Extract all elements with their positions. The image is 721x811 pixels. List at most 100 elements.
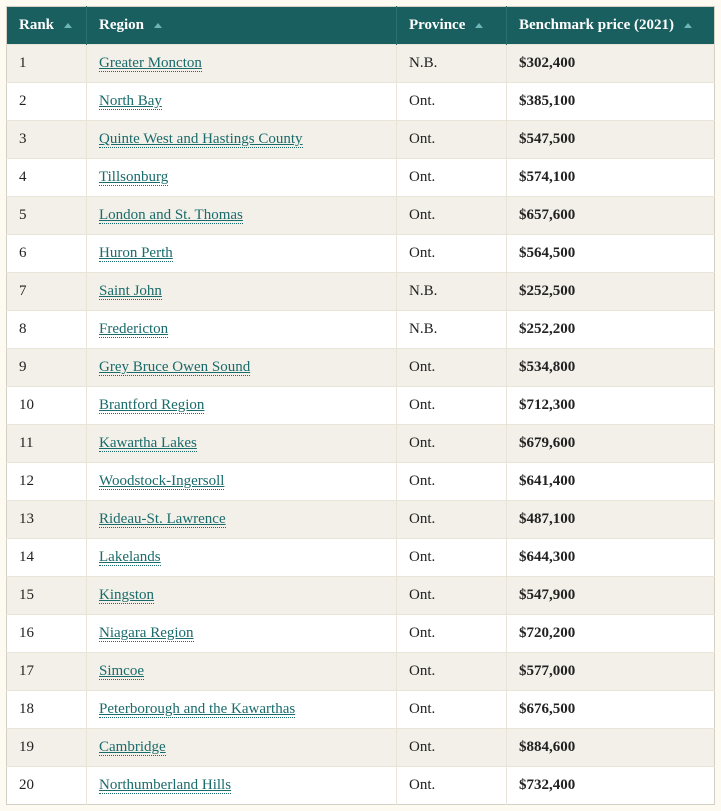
cell-region: Lakelands — [87, 539, 397, 577]
table-row: 5London and St. ThomasOnt.$657,600 — [7, 197, 715, 235]
table-row: 10 Brantford Region Ont.$712,300 — [7, 387, 715, 425]
cell-region: Brantford Region — [87, 387, 397, 425]
region-link[interactable]: London and St. Thomas — [99, 207, 243, 224]
table-row: 20Northumberland HillsOnt.$732,400 — [7, 767, 715, 805]
table-row: 16Niagara RegionOnt.$720,200 — [7, 615, 715, 653]
cell-region: Kingston — [87, 577, 397, 615]
table-body: 1Greater MonctonN.B.$302,4002North BayOn… — [7, 45, 715, 805]
region-link[interactable]: Woodstock-Ingersoll — [99, 473, 224, 490]
cell-price: $679,600 — [507, 425, 715, 463]
cell-region: Woodstock-Ingersoll — [87, 463, 397, 501]
region-link[interactable]: Huron Perth — [99, 245, 173, 262]
cell-province: Ont. — [397, 577, 507, 615]
sort-asc-icon — [64, 23, 72, 28]
cell-region: Huron Perth — [87, 235, 397, 273]
cell-province: Ont. — [397, 121, 507, 159]
cell-province: Ont. — [397, 349, 507, 387]
cell-rank: 10 — [7, 387, 87, 425]
region-link[interactable]: Saint John — [99, 283, 162, 300]
table-row: 4 Tillsonburg Ont.$574,100 — [7, 159, 715, 197]
cell-rank: 5 — [7, 197, 87, 235]
cell-region: Tillsonburg — [87, 159, 397, 197]
region-link[interactable]: Greater Moncton — [99, 55, 202, 72]
region-link[interactable]: Northumberland Hills — [99, 777, 231, 794]
region-link[interactable]: Kingston — [99, 587, 154, 604]
cell-rank: 7 — [7, 273, 87, 311]
cell-price: $577,000 — [507, 653, 715, 691]
cell-price: $732,400 — [507, 767, 715, 805]
region-link[interactable]: Rideau-St. Lawrence — [99, 511, 226, 528]
table-row: 17SimcoeOnt.$577,000 — [7, 653, 715, 691]
cell-province: Ont. — [397, 501, 507, 539]
cell-region: Greater Moncton — [87, 45, 397, 83]
cell-rank: 17 — [7, 653, 87, 691]
table-row: 15KingstonOnt.$547,900 — [7, 577, 715, 615]
region-link[interactable]: Niagara Region — [99, 625, 194, 642]
cell-province: Ont. — [397, 729, 507, 767]
cell-rank: 1 — [7, 45, 87, 83]
table-row: 9Grey Bruce Owen SoundOnt.$534,800 — [7, 349, 715, 387]
cell-price: $547,900 — [507, 577, 715, 615]
region-link[interactable]: Tillsonburg — [99, 169, 168, 186]
table-row: 13Rideau-St. LawrenceOnt.$487,100 — [7, 501, 715, 539]
table-row: 18Peterborough and the KawarthasOnt.$676… — [7, 691, 715, 729]
cell-region: Rideau-St. Lawrence — [87, 501, 397, 539]
cell-price: $574,100 — [507, 159, 715, 197]
cell-price: $564,500 — [507, 235, 715, 273]
col-header-rank[interactable]: Rank — [7, 7, 87, 45]
cell-province: Ont. — [397, 425, 507, 463]
cell-province: Ont. — [397, 159, 507, 197]
region-link[interactable]: Lakelands — [99, 549, 161, 566]
cell-rank: 19 — [7, 729, 87, 767]
cell-region: Quinte West and Hastings County — [87, 121, 397, 159]
cell-province: Ont. — [397, 387, 507, 425]
cell-rank: 4 — [7, 159, 87, 197]
cell-rank: 13 — [7, 501, 87, 539]
table-row: 6 Huron Perth Ont.$564,500 — [7, 235, 715, 273]
region-link[interactable]: Fredericton — [99, 321, 168, 338]
cell-province: Ont. — [397, 767, 507, 805]
cell-price: $712,300 — [507, 387, 715, 425]
region-link[interactable]: Kawartha Lakes — [99, 435, 197, 452]
cell-price: $884,600 — [507, 729, 715, 767]
col-header-price[interactable]: Benchmark price (2021) — [507, 7, 715, 45]
region-link[interactable]: Simcoe — [99, 663, 144, 680]
cell-price: $720,200 — [507, 615, 715, 653]
region-link[interactable]: Cambridge — [99, 739, 166, 756]
cell-price: $385,100 — [507, 83, 715, 121]
cell-province: N.B. — [397, 273, 507, 311]
cell-region: Fredericton — [87, 311, 397, 349]
cell-rank: 6 — [7, 235, 87, 273]
sort-asc-icon — [475, 23, 483, 28]
sort-asc-icon — [684, 23, 692, 28]
cell-region: Kawartha Lakes — [87, 425, 397, 463]
region-link[interactable]: Grey Bruce Owen Sound — [99, 359, 250, 376]
cell-rank: 2 — [7, 83, 87, 121]
region-link[interactable]: Quinte West and Hastings County — [99, 131, 303, 148]
cell-rank: 18 — [7, 691, 87, 729]
col-header-rank-label: Rank — [19, 17, 54, 33]
col-header-region[interactable]: Region — [87, 7, 397, 45]
region-link[interactable]: Peterborough and the Kawarthas — [99, 701, 295, 718]
cell-rank: 16 — [7, 615, 87, 653]
cell-province: Ont. — [397, 197, 507, 235]
cell-region: Niagara Region — [87, 615, 397, 653]
benchmark-price-table: Rank Region Province Benchmark price (20… — [6, 6, 715, 805]
table-row: 19 Cambridge Ont.$884,600 — [7, 729, 715, 767]
cell-province: Ont. — [397, 235, 507, 273]
cell-price: $676,500 — [507, 691, 715, 729]
table-row: 8FrederictonN.B.$252,200 — [7, 311, 715, 349]
col-header-price-label: Benchmark price (2021) — [519, 17, 674, 33]
cell-price: $252,500 — [507, 273, 715, 311]
cell-rank: 8 — [7, 311, 87, 349]
table-row: 7 Saint John N.B.$252,500 — [7, 273, 715, 311]
col-header-province[interactable]: Province — [397, 7, 507, 45]
table-header-row: Rank Region Province Benchmark price (20… — [7, 7, 715, 45]
cell-rank: 14 — [7, 539, 87, 577]
cell-rank: 3 — [7, 121, 87, 159]
cell-region: Simcoe — [87, 653, 397, 691]
cell-rank: 9 — [7, 349, 87, 387]
region-link[interactable]: North Bay — [99, 93, 162, 110]
region-link[interactable]: Brantford Region — [99, 397, 204, 414]
table-row: 3Quinte West and Hastings CountyOnt.$547… — [7, 121, 715, 159]
